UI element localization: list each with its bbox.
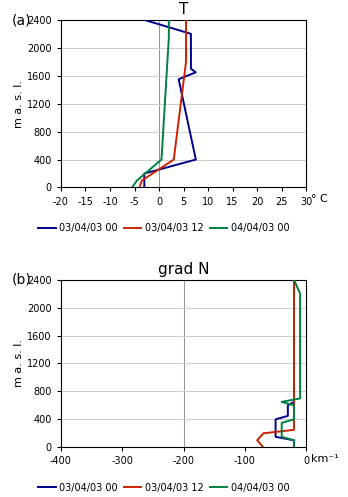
Text: ° C: ° C xyxy=(311,194,328,204)
Title: T: T xyxy=(179,2,188,17)
Legend: 03/04/03 00, 03/04/03 12, 04/04/03 00: 03/04/03 00, 03/04/03 12, 04/04/03 00 xyxy=(34,219,294,237)
Y-axis label: m a. s. l.: m a. s. l. xyxy=(15,339,24,388)
Text: (b): (b) xyxy=(12,273,32,287)
Legend: 03/04/03 00, 03/04/03 12, 04/04/03 00: 03/04/03 00, 03/04/03 12, 04/04/03 00 xyxy=(34,479,294,497)
Y-axis label: m a. s. l.: m a. s. l. xyxy=(15,80,24,128)
Text: (a): (a) xyxy=(12,13,31,27)
Text: km⁻¹: km⁻¹ xyxy=(311,454,339,464)
Title: grad N: grad N xyxy=(158,262,209,277)
